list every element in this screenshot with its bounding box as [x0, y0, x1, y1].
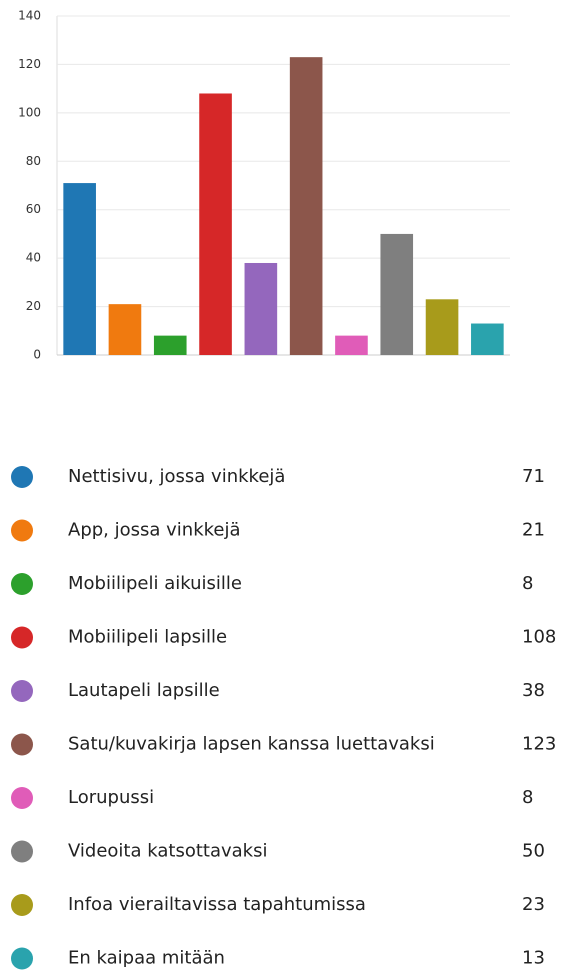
- legend-value: 8: [522, 573, 533, 594]
- legend-marker: [11, 947, 33, 970]
- bar: [244, 262, 278, 355]
- legend-label: Nettisivu, jossa vinkkejä: [68, 466, 285, 487]
- legend-label: Lorupussi: [68, 787, 154, 808]
- legend-value: 23: [522, 894, 545, 915]
- legend-label: Infoa vierailtavissa tapahtumissa: [68, 894, 366, 915]
- legend-label: Mobiilipeli aikuisille: [68, 573, 242, 594]
- legend-label: App, jossa vinkkejä: [68, 520, 241, 541]
- legend-value: 50: [522, 841, 545, 862]
- bar: [380, 233, 414, 355]
- legend-value: 108: [522, 627, 556, 648]
- legend-marker: [11, 466, 33, 488]
- y-tick-label: 40: [26, 251, 41, 265]
- legend-marker: [11, 787, 33, 809]
- legend-label: Mobiilipeli lapsille: [68, 627, 227, 648]
- bar: [289, 57, 323, 356]
- legend-value: 71: [522, 466, 545, 487]
- y-tick-label: 100: [18, 105, 41, 119]
- y-tick-label: 140: [18, 9, 41, 23]
- legend-marker: [11, 894, 33, 916]
- bar: [108, 304, 142, 355]
- legend-marker: [11, 573, 33, 595]
- legend-label: En kaipaa mitään: [68, 948, 225, 969]
- legend-value: 123: [522, 734, 556, 755]
- bar: [153, 335, 187, 355]
- bar: [471, 323, 504, 355]
- y-tick-label: 60: [26, 202, 41, 216]
- legend-marker: [11, 519, 33, 542]
- legend-label: Lautapeli lapsille: [68, 680, 220, 701]
- y-tick-label: 120: [18, 57, 41, 71]
- legend-label: Satu/kuvakirja lapsen kanssa luettavaksi: [68, 734, 435, 755]
- legend-value: 8: [522, 787, 533, 808]
- legend-label: Videoita katsottavaksi: [68, 841, 267, 862]
- y-tick-label: 0: [33, 348, 41, 362]
- legend-value: 13: [522, 948, 545, 969]
- legend-value: 38: [522, 680, 545, 701]
- y-tick-label: 80: [26, 154, 41, 168]
- legend-marker: [11, 840, 33, 863]
- bar: [335, 335, 368, 355]
- y-tick-label: 20: [26, 299, 41, 313]
- bar: [425, 299, 459, 355]
- legend-marker: [11, 733, 33, 756]
- legend-marker: [11, 626, 33, 649]
- legend-value: 21: [522, 520, 545, 541]
- bar: [199, 93, 232, 355]
- legend-marker: [11, 680, 33, 702]
- bar: [63, 183, 96, 355]
